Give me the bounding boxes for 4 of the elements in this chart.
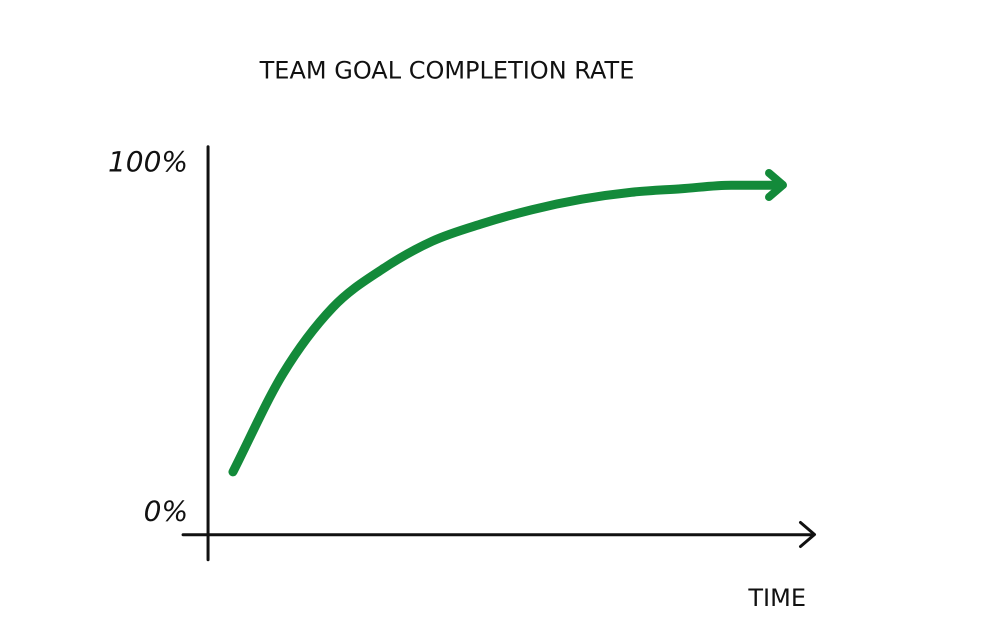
x-axis-title: TIME (747, 584, 806, 612)
chart-title: TEAM GOAL COMPLETION RATE (258, 56, 634, 85)
y-tick-label: 0% (144, 495, 188, 528)
y-tick-label: 100% (108, 146, 188, 179)
